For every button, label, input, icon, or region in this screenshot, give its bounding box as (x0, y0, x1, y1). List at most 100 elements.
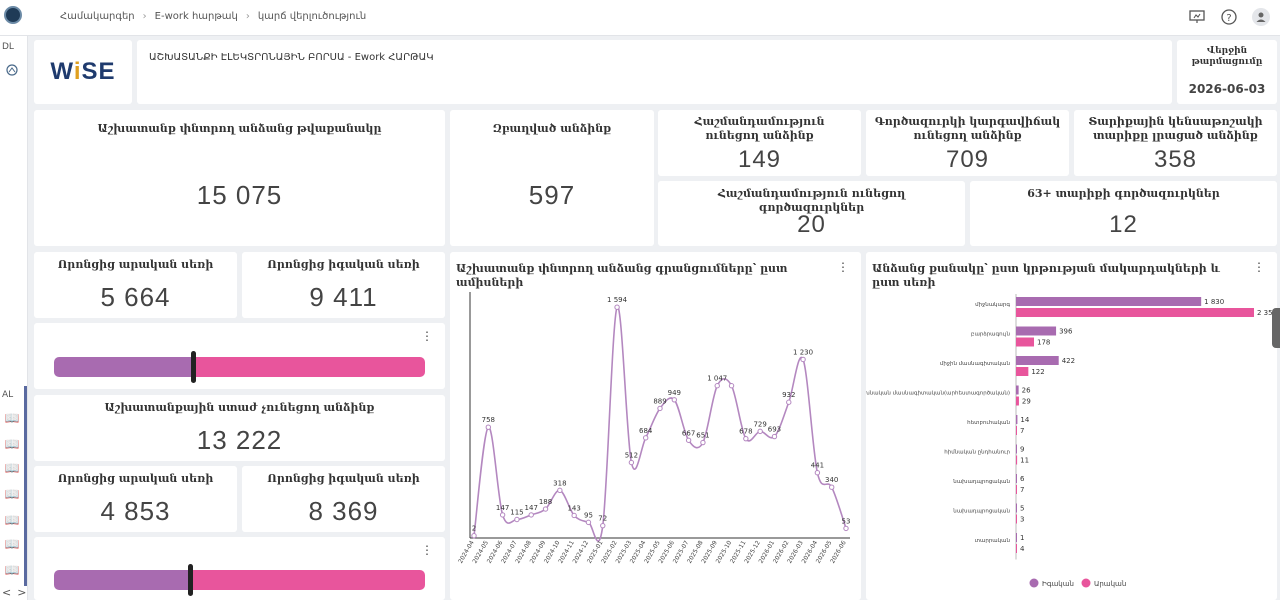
data-label: 188 (539, 498, 552, 506)
bar (1016, 308, 1254, 317)
data-label: 729 (753, 420, 766, 428)
book-icon[interactable]: 📖 (4, 537, 20, 551)
pre-retirement-value: 358 (1153, 146, 1198, 173)
last-update-date: 2026-06-03 (1188, 82, 1266, 96)
bar-value-label: 11 (1020, 457, 1029, 465)
bar (1016, 533, 1017, 542)
book-icon[interactable]: 📖 (4, 437, 20, 451)
data-label: 147 (525, 504, 538, 512)
bar-value-label: 4 (1020, 545, 1025, 553)
bar (1016, 444, 1017, 454)
page-title: ԱՇԽԱՏԱՆՔԻ ԷԼԵԿՏՐՈՆԱՅԻՆ ԲՈՐՍԱ - Ework ՀԱՐ… (149, 52, 434, 63)
data-point (743, 435, 749, 442)
registrations-chart-card: Աշխատանք փնտրող անձանց գրանցումները՝ ըստ… (450, 252, 861, 600)
data-point (485, 424, 492, 430)
bar (1016, 544, 1017, 553)
data-point (657, 405, 663, 412)
bar (1016, 485, 1017, 494)
bar-value-label: 1 (1020, 534, 1024, 542)
disabled-people-label: Հաշմանդամություն ունեցող անձինք (694, 115, 825, 142)
bar (1016, 514, 1017, 524)
gender-ratio-handle[interactable] (191, 351, 197, 383)
more-options-icon[interactable]: ⋮ (837, 260, 849, 274)
last-update-label: Վերջին թարմացումը (1191, 46, 1263, 67)
disabled-unemployed-label: Հաշմանդամություն ունեցող գործազուրկներ (717, 187, 906, 214)
bar-value-label: 5 (1020, 505, 1024, 513)
male-share-segment (54, 570, 191, 590)
bar (1016, 326, 1057, 336)
book-icon[interactable]: 📖 (4, 487, 20, 501)
user-avatar-icon[interactable] (1252, 8, 1270, 26)
bar-value-label: 29 (1022, 398, 1031, 406)
breadcrumb-item[interactable]: E-work հարթակ (154, 11, 238, 22)
side-panel-toggle[interactable] (1272, 308, 1280, 348)
bar-value-label: 7 (1020, 427, 1024, 435)
more-options-icon[interactable]: ⋮ (421, 543, 433, 557)
bar-value-label: 178 (1037, 339, 1050, 347)
male-count-card: Որոնցից արական սեռի 5 664 (34, 252, 237, 318)
dashboard-icon[interactable] (4, 62, 20, 78)
job-seekers-card: Աշխատանք փնտրող անձանց թվաքանակը 15 075 (34, 110, 445, 246)
more-options-icon[interactable]: ⋮ (421, 329, 433, 343)
female-count-value: 8 369 (308, 496, 379, 526)
male-count-value: 4 853 (100, 496, 171, 526)
male-count-label: Որոնցից արական սեռի (57, 472, 214, 485)
book-icon[interactable]: 📖 (4, 411, 20, 425)
job-seekers-label: Աշխատանք փնտրող անձանց թվաքանակը (97, 122, 382, 135)
gender-ratio-handle[interactable] (188, 564, 194, 596)
category-label: տարրական (975, 538, 1010, 544)
data-label: 1 230 (793, 348, 813, 356)
legend-label: Արական (1094, 580, 1126, 588)
bar-value-label: 14 (1020, 416, 1029, 424)
category-label: միջնակարգ (975, 302, 1010, 308)
data-label: 1 594 (607, 296, 628, 304)
female-count-label: Որոնցից իգական սեռի (267, 472, 420, 485)
male-count-value: 5 664 (100, 282, 171, 312)
presentation-icon[interactable] (1188, 8, 1206, 26)
data-point (814, 470, 821, 476)
rail-label-dl: DL (2, 42, 14, 52)
gender-ratio-card: ⋮ (34, 323, 445, 389)
female-share-segment (190, 570, 425, 590)
rail-scrollbar[interactable] (24, 386, 27, 586)
category-label: նախադպրոցական (952, 479, 1010, 485)
book-icon[interactable]: 📖 (4, 563, 20, 577)
breadcrumb-item[interactable]: Համակարգեր (60, 11, 135, 22)
bar-value-label: 7 (1020, 486, 1024, 494)
more-options-icon[interactable]: ⋮ (1253, 260, 1265, 274)
pre-retirement-label: Տարիքային կենսաթոշակի տարիքը լրացած անձի… (1088, 115, 1263, 142)
data-label: 95 (584, 511, 593, 519)
data-label: 651 (696, 432, 709, 440)
bar (1016, 455, 1018, 465)
data-label: 143 (567, 504, 580, 512)
wise-logo: WiSE (50, 58, 116, 85)
education-chart-card: Անձանց քանակը՝ ըստ կրթության մակարդակներ… (866, 252, 1277, 600)
book-icon[interactable]: 📖 (4, 513, 20, 527)
data-point (685, 437, 692, 443)
bar (1016, 385, 1019, 395)
app-logo-icon[interactable] (4, 6, 22, 24)
last-update-card: Վերջին թարմացումը 2026-06-03 (1177, 40, 1277, 104)
no-work-exp-card: Աշխատանքային ստաժ չունեցող անձինք 13 222 (34, 395, 445, 461)
data-point (542, 506, 549, 512)
disabled-unemployed-card: Հաշմանդամություն ունեցող գործազուրկներ 2… (658, 181, 965, 246)
over63-card: 63+ տարիքի գործազուրկներ 12 (970, 181, 1277, 246)
registrations-chart-title: Աշխատանք փնտրող անձանց գրանցումները՝ ըստ… (456, 262, 788, 289)
data-point (499, 512, 506, 518)
data-label: 758 (482, 416, 495, 424)
data-point (786, 399, 792, 405)
data-point (771, 433, 778, 440)
category-label: բարձրագույն (971, 332, 1010, 338)
female-count-card-2: Որոնցից իգական սեռի 8 369 (242, 466, 445, 532)
next-arrow-icon[interactable]: > (17, 586, 27, 599)
bar (1016, 415, 1018, 424)
book-icon[interactable]: 📖 (4, 461, 20, 475)
female-count-label: Որոնցից իգական սեռի (267, 258, 420, 271)
data-label: 72 (598, 515, 607, 523)
prev-arrow-icon[interactable]: < (2, 586, 12, 599)
data-point (671, 397, 678, 403)
registrations-line-chart: 22024-047582024-051472024-061152024-0714… (457, 292, 850, 565)
category-label: հետբուհական (967, 420, 1010, 426)
help-icon[interactable]: ? (1220, 8, 1238, 26)
